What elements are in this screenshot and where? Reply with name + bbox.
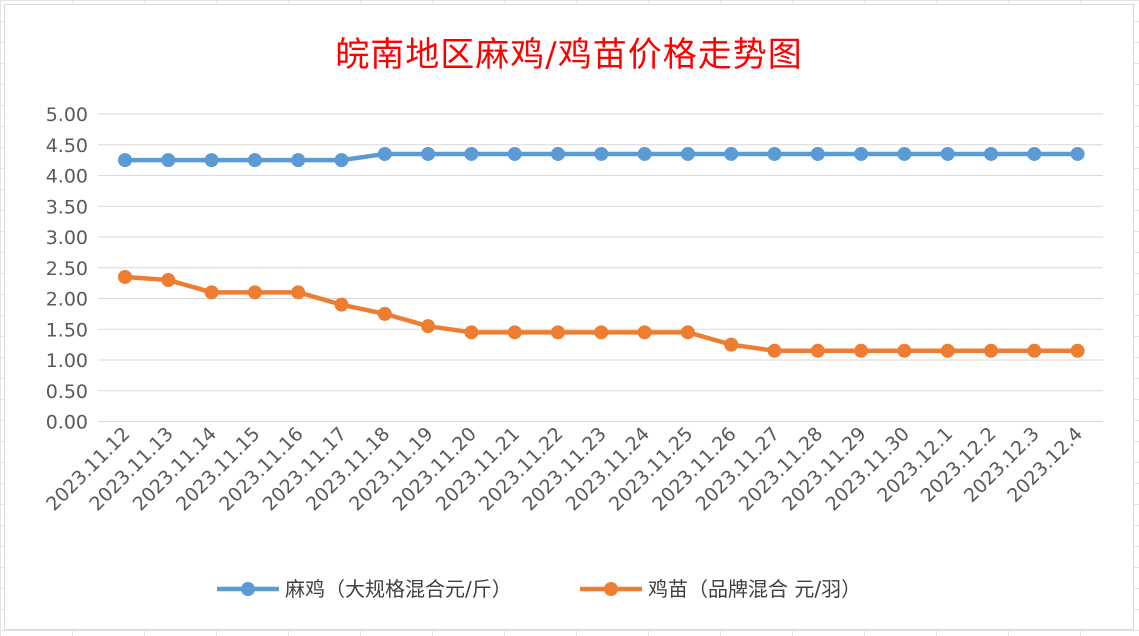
line-chart: 0.00 0.50 1.00 1.50 2.00 2.50 3.00 3.50 4.00 4.50… [42,104,1103,601]
y-tick-label: 3.00 [46,227,88,249]
legend-marker [604,582,618,596]
data-point[interactable] [421,319,436,334]
data-point[interactable] [724,337,739,352]
data-point[interactable] [724,146,739,161]
data-point[interactable] [118,153,132,168]
data-point[interactable] [1070,343,1085,358]
data-point[interactable] [334,153,349,168]
data-point[interactable] [854,146,869,161]
data-point[interactable] [464,325,479,340]
data-point[interactable] [204,285,219,300]
data-point[interactable] [291,285,306,300]
data-point[interactable] [984,146,998,161]
data-point[interactable] [291,153,306,168]
data-point[interactable] [161,153,176,168]
series-2 [118,269,1085,358]
data-point[interactable] [637,146,652,161]
data-point[interactable] [421,146,436,161]
legend-entry[interactable]: 麻鸡（大规格混合元/斤） [217,577,512,601]
data-point[interactable] [161,273,176,288]
y-tick-label: 1.00 [46,350,88,372]
y-tick-label: 0.50 [46,381,88,403]
legend-entry[interactable]: 鸡苗（品牌混合 元/羽） [580,577,861,601]
data-point[interactable] [464,146,479,161]
data-point[interactable] [377,146,392,161]
data-point[interactable] [118,269,132,284]
chart-area[interactable]: 皖南地区麻鸡/鸡苗价格走势图 0.00 0.50 1.00 1.50 2.00 2.50 3… [4,4,1134,630]
data-point[interactable] [204,153,219,168]
data-point[interactable] [247,153,262,168]
data-point[interactable] [1027,146,1042,161]
data-point[interactable] [1070,146,1085,161]
series-line [124,274,1078,354]
y-tick-label: 2.00 [46,289,88,311]
legend-marker [241,582,255,596]
data-point[interactable] [854,343,869,358]
y-tick-label: 5.00 [46,104,88,126]
data-point[interactable] [984,343,998,358]
y-tick-label: 2.50 [46,258,88,280]
chart-title: 皖南地区麻鸡/鸡苗价格走势图 [335,35,803,75]
data-point[interactable] [767,146,782,161]
y-tick-label: 4.00 [46,166,88,188]
y-tick-label: 3.50 [46,196,88,218]
data-point[interactable] [767,343,782,358]
data-point[interactable] [594,325,609,340]
data-point[interactable] [637,325,652,340]
data-point[interactable] [507,146,522,161]
data-point[interactable] [377,306,392,321]
data-point[interactable] [680,146,695,161]
data-point[interactable] [551,325,565,340]
data-point[interactable] [247,285,262,300]
series-1 [118,146,1085,168]
y-tick-label: 1.50 [46,319,88,341]
data-point[interactable] [1027,343,1042,358]
data-point[interactable] [507,325,522,340]
data-point[interactable] [897,343,912,358]
legend-label: 麻鸡（大规格混合元/斤） [285,577,512,601]
y-tick-label: 4.50 [46,135,88,157]
legend-label: 鸡苗（品牌混合 元/羽） [648,577,861,601]
data-point[interactable] [594,146,609,161]
y-tick-label: 0.00 [46,412,88,434]
data-point[interactable] [940,343,955,358]
data-point[interactable] [334,297,349,312]
data-point[interactable] [551,146,565,161]
data-point[interactable] [810,146,825,161]
data-point[interactable] [810,343,825,358]
data-point[interactable] [680,325,695,340]
data-point[interactable] [940,146,955,161]
data-point[interactable] [897,146,912,161]
